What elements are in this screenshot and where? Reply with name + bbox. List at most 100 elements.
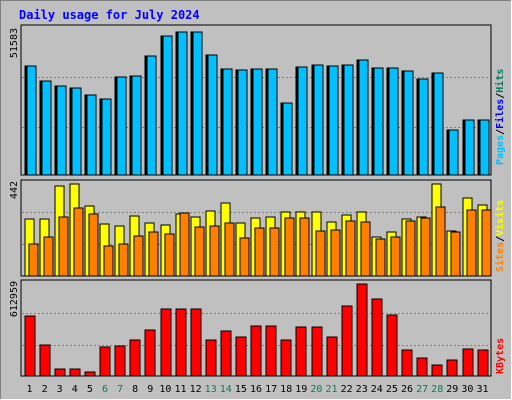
bar-pages xyxy=(237,69,248,176)
bar-kbytes xyxy=(311,326,323,377)
bar-pages xyxy=(222,68,233,176)
x-tick-label: 11 xyxy=(174,384,186,395)
bar-sites xyxy=(148,231,159,277)
legend-separator: / xyxy=(495,93,506,99)
bar-pages xyxy=(26,65,37,176)
bar-sites xyxy=(360,221,371,277)
bar-pages xyxy=(267,68,278,176)
bar-kbytes xyxy=(265,325,277,377)
x-tick-label: 9 xyxy=(147,384,153,395)
y-max-label-kbytes: 612959 xyxy=(9,281,20,317)
bar-pages xyxy=(146,55,157,176)
x-tick-label: 27 xyxy=(416,384,428,395)
bar-pages xyxy=(56,85,67,176)
x-tick-label: 17 xyxy=(265,384,277,395)
bar-sites xyxy=(209,225,220,277)
bar-kbytes xyxy=(99,346,111,377)
bar-kbytes xyxy=(462,348,474,377)
x-tick-label: 8 xyxy=(132,384,138,395)
x-tick-label: 31 xyxy=(476,384,488,395)
x-tick-label: 2 xyxy=(42,384,48,395)
x-tick-label: 20 xyxy=(310,384,322,395)
bar-sites xyxy=(239,237,250,277)
bar-sites xyxy=(299,217,310,277)
bar-kbytes xyxy=(84,371,96,377)
legend-hits: Hits xyxy=(494,69,506,93)
x-tick-label: 5 xyxy=(87,384,93,395)
bar-kbytes xyxy=(205,339,217,377)
bar-kbytes xyxy=(401,349,413,377)
bar-kbytes xyxy=(160,308,172,377)
x-axis-day-labels: 1 2 3 4 5 6 7 8 9 10 11 12 13 14 15 16 17 18 19 20 21 22 23 24 2… xyxy=(26,384,488,395)
bar-pages xyxy=(116,76,127,176)
bar-sites xyxy=(269,227,280,277)
bar-sites xyxy=(435,206,446,277)
panel-hits-bars xyxy=(24,31,490,176)
x-tick-label: 23 xyxy=(356,384,368,395)
bar-pages xyxy=(297,66,308,176)
bar-sites xyxy=(284,217,295,277)
x-tick-label: 19 xyxy=(295,384,307,395)
bar-pages xyxy=(192,31,203,176)
x-tick-label: 21 xyxy=(325,384,337,395)
legend-kbytes: KBytes xyxy=(495,338,506,374)
bar-kbytes xyxy=(129,339,141,377)
bar-sites xyxy=(43,236,54,277)
x-tick-label: 26 xyxy=(401,384,413,395)
bar-kbytes xyxy=(326,336,338,377)
legend-pages: Pages xyxy=(495,135,506,165)
bar-sites xyxy=(345,220,356,277)
bar-pages xyxy=(418,78,429,176)
bar-pages xyxy=(101,98,112,176)
panel-visits-bars xyxy=(24,183,492,277)
legend-files: Files xyxy=(494,99,506,129)
bar-kbytes xyxy=(386,314,398,377)
x-tick-label: 30 xyxy=(461,384,473,395)
bar-sites xyxy=(450,231,461,277)
bar-pages xyxy=(177,31,188,176)
x-tick-label: 28 xyxy=(431,384,443,395)
bar-pages xyxy=(343,64,354,176)
bar-sites xyxy=(420,217,431,277)
bar-pages xyxy=(71,87,82,176)
bar-kbytes xyxy=(114,345,126,377)
bar-pages xyxy=(373,67,384,176)
bar-sites xyxy=(194,226,205,277)
bar-kbytes xyxy=(69,368,81,377)
bar-pages xyxy=(448,129,459,176)
bar-kbytes xyxy=(190,308,202,377)
bar-pages xyxy=(464,119,475,176)
bar-pages xyxy=(252,68,263,176)
bar-kbytes xyxy=(39,344,51,377)
bar-kbytes xyxy=(220,330,232,377)
bar-pages xyxy=(358,59,369,176)
bar-sites xyxy=(330,229,341,277)
bar-kbytes xyxy=(371,298,383,377)
bar-sites xyxy=(315,230,326,277)
legend-sites: Sites xyxy=(494,242,506,272)
bar-sites xyxy=(405,220,416,277)
x-tick-label: 4 xyxy=(72,384,78,395)
bar-pages xyxy=(41,80,52,176)
bar-kbytes xyxy=(175,308,187,377)
bar-kbytes xyxy=(280,339,292,377)
bar-kbytes xyxy=(24,315,36,377)
bar-sites xyxy=(224,222,235,277)
bar-kbytes xyxy=(54,368,66,377)
bar-kbytes xyxy=(446,359,458,377)
x-tick-label: 14 xyxy=(220,384,232,395)
bar-sites xyxy=(88,213,99,277)
x-tick-label: 6 xyxy=(102,384,108,395)
bar-pages xyxy=(313,64,324,176)
bar-kbytes xyxy=(477,349,489,377)
x-tick-label: 25 xyxy=(386,384,398,395)
legend-sites-visits: Sites/Visits xyxy=(494,200,506,272)
x-tick-label: 7 xyxy=(117,384,123,395)
bar-sites xyxy=(73,207,84,277)
bar-kbytes xyxy=(431,364,443,377)
x-tick-label: 16 xyxy=(250,384,262,395)
bar-pages xyxy=(131,75,142,176)
x-tick-label: 24 xyxy=(371,384,383,395)
chart-title: Daily usage for July 2024 xyxy=(19,8,200,22)
